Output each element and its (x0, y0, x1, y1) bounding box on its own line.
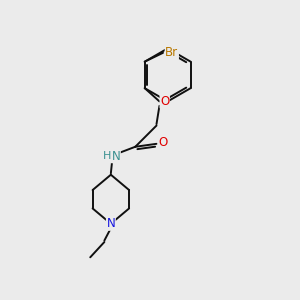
Text: H: H (103, 151, 111, 160)
Text: O: O (160, 95, 170, 108)
Text: N: N (112, 150, 120, 163)
Text: O: O (158, 136, 168, 149)
Text: Br: Br (165, 46, 178, 59)
Text: N: N (106, 217, 115, 230)
